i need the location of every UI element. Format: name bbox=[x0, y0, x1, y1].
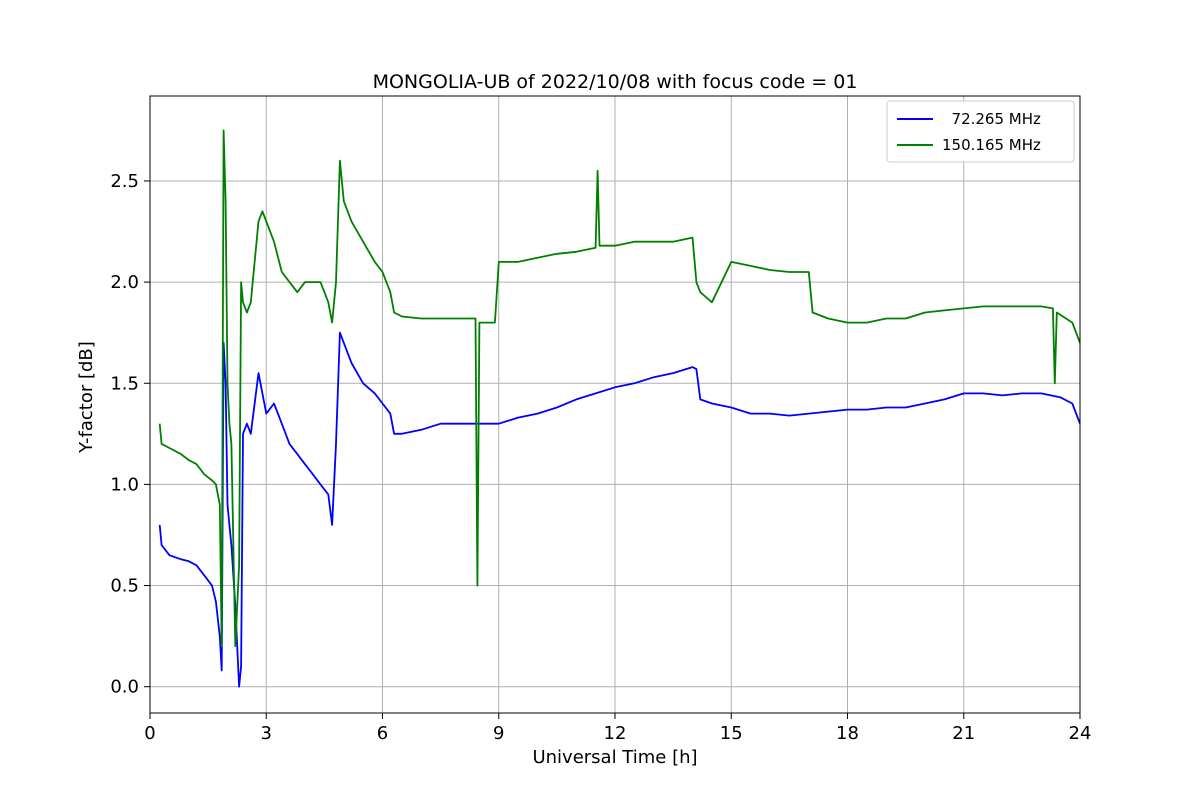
x-axis-ticks: 0 3 6 9 12 15 18 21 24 bbox=[144, 713, 1091, 744]
legend-label-series-1: 72.265 MHz bbox=[942, 110, 1041, 128]
y-tick-label: 1.5 bbox=[110, 373, 139, 394]
y-tick-label: 0.0 bbox=[110, 677, 139, 698]
y-tick-label: 0.5 bbox=[110, 576, 139, 597]
series-layer bbox=[158, 129, 1081, 688]
x-tick-label: 24 bbox=[1069, 723, 1092, 744]
x-tick-label: 0 bbox=[144, 723, 155, 744]
legend-box bbox=[886, 100, 1075, 163]
y-tick-label: 2.0 bbox=[110, 272, 139, 293]
legend: 72.265 MHz 150.165 MHz bbox=[886, 100, 1075, 163]
x-tick-label: 6 bbox=[377, 723, 388, 744]
series-line-2 bbox=[158, 129, 1081, 648]
x-tick-label: 9 bbox=[493, 723, 504, 744]
y-axis-ticks: 0.0 0.5 1.0 1.5 2.0 2.5 bbox=[110, 171, 150, 698]
series-line-1 bbox=[158, 331, 1081, 688]
x-tick-label: 21 bbox=[952, 723, 975, 744]
x-tick-label: 15 bbox=[720, 723, 743, 744]
x-axis-label: Universal Time [h] bbox=[532, 747, 697, 768]
chart-title: MONGOLIA-UB of 2022/10/08 with focus cod… bbox=[373, 71, 858, 93]
x-tick-label: 3 bbox=[261, 723, 272, 744]
x-tick-label: 12 bbox=[604, 723, 627, 744]
y-tick-label: 2.5 bbox=[110, 171, 139, 192]
legend-label-series-2: 150.165 MHz bbox=[942, 136, 1041, 154]
y-tick-label: 1.0 bbox=[110, 474, 139, 495]
x-tick-label: 18 bbox=[836, 723, 859, 744]
y-axis-label: Y-factor [dB] bbox=[76, 341, 97, 454]
